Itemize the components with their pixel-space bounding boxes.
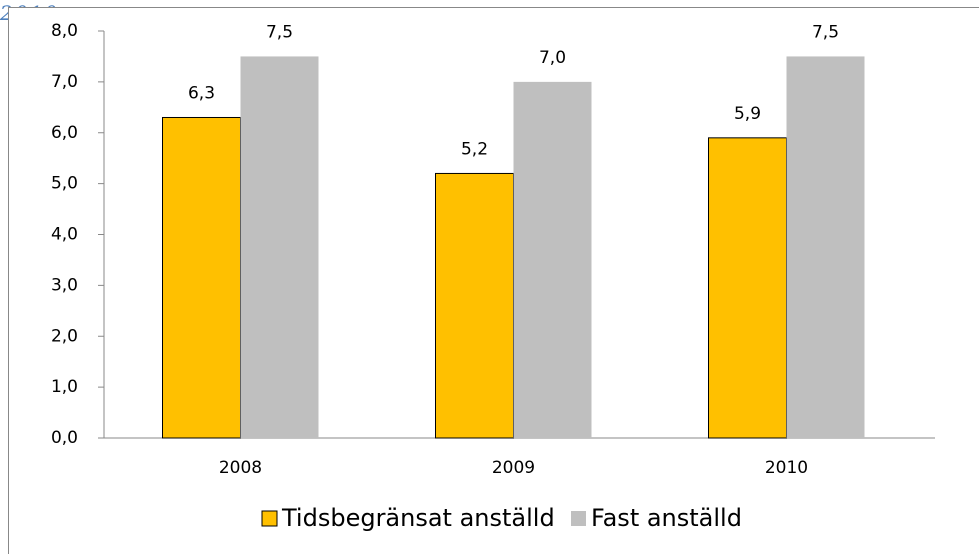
legend-label: Fast anställd	[591, 504, 742, 532]
value-label: 5,2	[461, 139, 488, 159]
y-tick-label: 4,0	[51, 225, 78, 245]
value-label: 7,0	[539, 48, 566, 68]
x-tick-label: 2009	[492, 458, 535, 478]
y-tick-label: 2,0	[51, 326, 78, 346]
bar	[435, 172, 514, 439]
bar	[708, 137, 787, 439]
y-tick-label: 1,0	[51, 377, 78, 397]
x-tick-label: 2008	[219, 458, 262, 478]
value-label: 6,3	[188, 83, 215, 103]
y-tick-label: 5,0	[51, 174, 78, 194]
y-tick-label: 8,0	[51, 21, 78, 41]
y-tick-label: 3,0	[51, 275, 78, 295]
value-label: 5,9	[734, 104, 761, 124]
y-tick-label: 0,0	[51, 428, 78, 448]
legend-swatch	[261, 510, 278, 527]
legend-swatch	[571, 511, 586, 526]
bar	[513, 81, 592, 438]
bar	[786, 56, 865, 438]
y-tick-label: 7,0	[51, 72, 78, 92]
bar	[240, 56, 319, 438]
bar	[162, 116, 241, 439]
value-label: 7,5	[812, 22, 839, 42]
x-tick-label: 2010	[765, 458, 808, 478]
legend-label: Tidsbegränsat anställd	[281, 504, 555, 532]
value-label: 7,5	[266, 22, 293, 42]
y-tick-label: 6,0	[51, 123, 78, 143]
